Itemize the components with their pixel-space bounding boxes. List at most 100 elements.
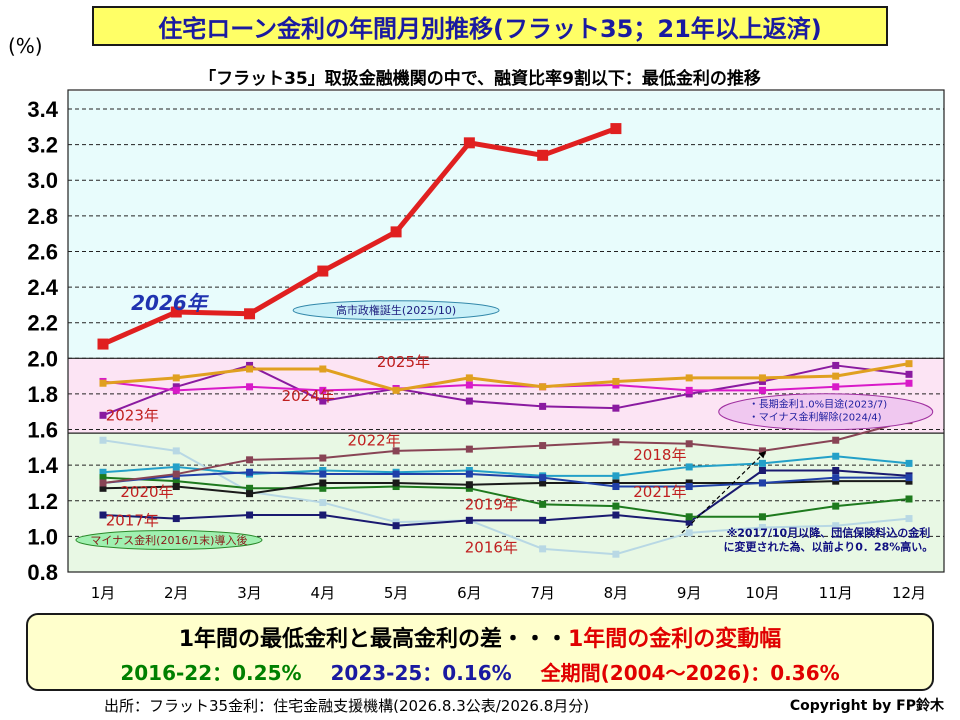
data-point-2017年 (319, 511, 327, 519)
summary-range-all: 全期間(2004～2026)：0.36% (540, 661, 840, 685)
data-point-2020年 (246, 490, 254, 498)
data-point-2016年 (392, 518, 400, 526)
data-point-2021年 (832, 474, 840, 482)
series-label: 2025年 (377, 353, 430, 371)
series-label: 2019年 (465, 496, 518, 514)
data-point-2019年 (758, 513, 766, 521)
data-point-2018年 (905, 459, 913, 467)
data-point-2016年 (539, 545, 547, 553)
data-point-2025年 (612, 377, 620, 385)
data-point-2026年 (317, 265, 329, 277)
data-point-2024年 (319, 386, 327, 394)
data-point-2020年 (612, 479, 620, 487)
data-point-2017年 (172, 515, 180, 523)
data-point-2021年 (246, 468, 254, 476)
data-point-2016年 (685, 529, 693, 537)
data-point-2024年 (246, 383, 254, 391)
x-tick-label: 8月 (604, 584, 629, 602)
arrow-head (758, 450, 767, 459)
data-point-2019年 (612, 502, 620, 510)
y-tick-label: 3.0 (27, 168, 58, 193)
data-point-2024年 (905, 379, 913, 387)
x-tick-label: 3月 (237, 584, 262, 602)
data-point-2025年 (685, 374, 693, 382)
y-tick-label: 1.2 (27, 489, 58, 514)
data-point-2021年 (539, 474, 547, 482)
insurance-note-line: ※2017/10月以降、団信保険料込の金利 (727, 525, 931, 539)
x-tick-label: 5月 (384, 584, 409, 602)
x-tick-label: 2月 (164, 584, 189, 602)
y-tick-label: 1.6 (27, 418, 58, 443)
data-point-2024年 (172, 386, 180, 394)
data-point-2016年 (612, 550, 620, 558)
data-point-2026年 (610, 123, 622, 135)
data-point-2021年 (319, 470, 327, 478)
data-point-2024年 (685, 386, 693, 394)
data-point-2020年 (832, 477, 840, 485)
series-line-2021年 (102, 471, 909, 488)
data-point-2023年 (172, 383, 180, 391)
data-point-2021年 (612, 483, 620, 491)
data-point-2018年 (319, 466, 327, 474)
data-point-2026年 (390, 226, 402, 238)
data-point-2026年 (170, 306, 182, 318)
data-point-2020年 (99, 484, 107, 492)
summary-box: 1年間の最低金利と最高金利の差・・・1年間の金利の変動幅 2016-22：0.2… (26, 613, 934, 691)
data-point-2026年 (463, 137, 475, 149)
annotation-ellipse (292, 300, 500, 321)
data-point-2019年 (685, 513, 693, 521)
data-point-2024年 (758, 386, 766, 394)
data-point-2024年 (465, 381, 473, 389)
chart-subtitle: 「フラット35」取扱金融機関の中で、融資比率9割以下：最低金利の推移 (199, 69, 761, 89)
data-point-2017年 (758, 466, 766, 474)
data-point-2023年 (758, 377, 766, 385)
data-point-2018年 (465, 466, 473, 474)
data-point-2017年 (99, 511, 107, 519)
y-tick-label: 1.0 (27, 524, 58, 549)
data-point-2022年 (172, 470, 180, 478)
series-label: 2026年 (131, 291, 210, 315)
data-point-2022年 (685, 440, 693, 448)
data-point-2026年 (97, 338, 109, 350)
series-label: 2016年 (465, 538, 518, 556)
policy-note-line: ・長期金利1.0%目途(2023/7) (749, 398, 887, 411)
data-point-2018年 (612, 472, 620, 480)
data-point-2024年 (832, 383, 840, 391)
data-point-2020年 (685, 479, 693, 487)
data-point-2021年 (905, 474, 913, 482)
y-tick-label: 0.8 (27, 560, 58, 585)
data-point-2025年 (758, 374, 766, 382)
data-point-2020年 (539, 479, 547, 487)
copyright: Copyright by FP鈴木 (789, 698, 944, 714)
x-tick-label: 11月 (819, 584, 853, 602)
x-tick-label: 10月 (745, 584, 779, 602)
data-point-2018年 (758, 459, 766, 467)
data-point-2019年 (465, 484, 473, 492)
data-point-2021年 (465, 470, 473, 478)
policy-ellipse (718, 393, 934, 431)
data-point-2021年 (685, 483, 693, 491)
data-point-2023年 (832, 361, 840, 369)
data-point-2025年 (832, 372, 840, 380)
data-point-2017年 (832, 466, 840, 474)
background-band-2 (68, 433, 944, 572)
data-point-2022年 (246, 456, 254, 464)
data-point-2022年 (465, 445, 473, 453)
x-tick-label: 1月 (91, 584, 116, 602)
y-tick-label: 2.6 (27, 239, 58, 264)
data-point-2022年 (539, 442, 547, 450)
data-point-2016年 (832, 522, 840, 530)
data-point-2020年 (392, 479, 400, 487)
series-label: 2020年 (120, 483, 173, 501)
data-point-2019年 (392, 483, 400, 491)
series-label: 2024年 (282, 387, 335, 405)
data-point-2016年 (905, 515, 913, 523)
data-point-2022年 (612, 438, 620, 446)
series-line-2019年 (102, 476, 910, 518)
data-point-2020年 (465, 481, 473, 489)
source-note: 出所：フラット35金利：住宅金融支援機構(2026.8.3公表/2026.8月分… (104, 697, 590, 715)
data-point-2022年 (99, 479, 107, 487)
data-point-2019年 (319, 484, 327, 492)
annotation-text: マイナス金利(2016/1末)導入後 (90, 533, 247, 547)
data-point-2025年 (392, 386, 400, 394)
